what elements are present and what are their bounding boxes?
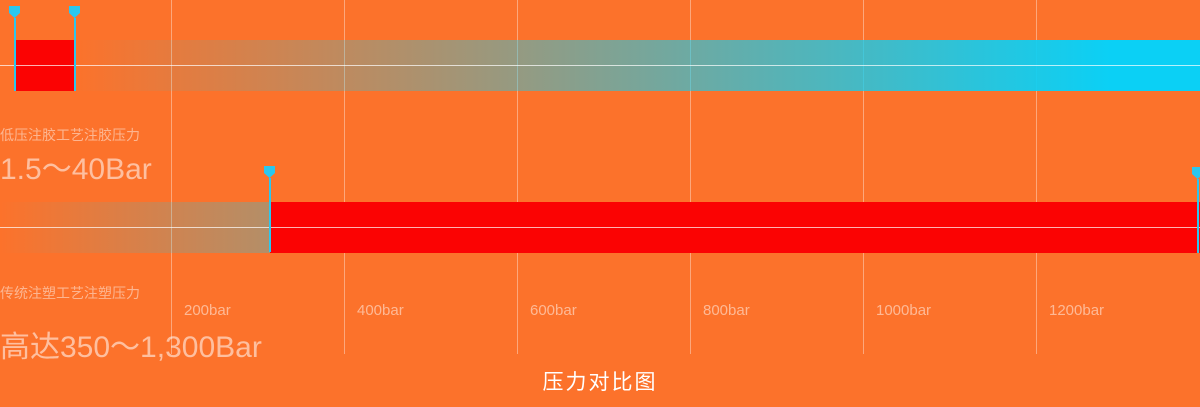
tick-label-400bar: 400bar bbox=[357, 302, 404, 319]
range-pin-low-min bbox=[9, 6, 20, 91]
pin-icon bbox=[69, 6, 80, 18]
pin-icon bbox=[264, 166, 275, 178]
chart-title: 压力对比图 bbox=[542, 371, 658, 394]
range-pin-low-max bbox=[69, 6, 80, 91]
gridline-800bar bbox=[690, 0, 691, 354]
row-separator-line-top bbox=[0, 65, 1200, 66]
series-label-high: 传统注塑工艺注塑压力 bbox=[0, 285, 140, 301]
row-separator-line-bottom bbox=[0, 227, 1200, 228]
pin-line bbox=[73, 18, 76, 91]
range-pin-high-min bbox=[264, 166, 275, 252]
pin-icon bbox=[9, 6, 20, 18]
gridline-1200bar bbox=[1036, 0, 1037, 354]
gridline-1000bar bbox=[863, 0, 864, 354]
gridline-600bar bbox=[517, 0, 518, 354]
pin-icon bbox=[1192, 167, 1200, 179]
series-label-low: 低压注胶工艺注胶压力 bbox=[0, 127, 140, 143]
tick-label-1000bar: 1000bar bbox=[876, 302, 932, 319]
tick-label-200bar: 200bar bbox=[184, 302, 231, 319]
series-value-high: 高达350～1,300Bar bbox=[0, 331, 262, 364]
gridline-200bar bbox=[171, 0, 172, 354]
tick-label-600bar: 600bar bbox=[530, 302, 577, 319]
tick-label-1200bar: 1200bar bbox=[1049, 302, 1105, 319]
range-pin-high-max bbox=[1192, 167, 1200, 253]
pin-line bbox=[1196, 179, 1199, 253]
pin-line bbox=[13, 18, 16, 91]
series-value-low: 1.5～40Bar bbox=[0, 153, 152, 186]
gridline-400bar bbox=[344, 0, 345, 354]
pin-line bbox=[268, 178, 271, 252]
tick-label-800bar: 800bar bbox=[703, 302, 750, 319]
